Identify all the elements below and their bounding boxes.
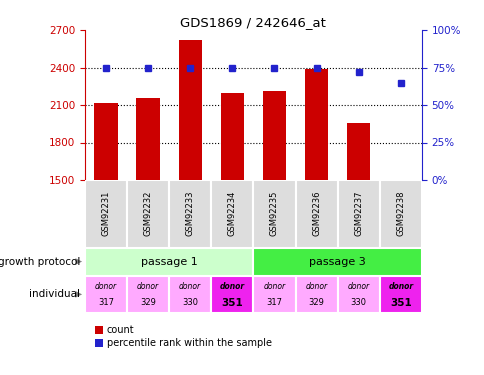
Bar — [379, 180, 421, 248]
Text: GSM92235: GSM92235 — [270, 191, 278, 237]
Text: GSM92233: GSM92233 — [185, 191, 194, 237]
Text: percentile rank within the sample: percentile rank within the sample — [106, 338, 271, 348]
Text: GSM92232: GSM92232 — [143, 191, 152, 237]
Text: donor: donor — [219, 282, 244, 291]
Bar — [127, 180, 169, 248]
Bar — [85, 276, 127, 313]
Text: passage 3: passage 3 — [309, 256, 365, 267]
Text: individual: individual — [29, 290, 80, 299]
Bar — [295, 276, 337, 313]
Text: growth protocol: growth protocol — [0, 256, 80, 267]
Text: donor: donor — [388, 282, 412, 291]
Bar — [211, 276, 253, 313]
Bar — [253, 180, 295, 248]
Text: donor: donor — [347, 282, 369, 291]
Bar — [295, 180, 337, 248]
Bar — [94, 102, 117, 180]
Bar — [379, 276, 421, 313]
Bar — [169, 276, 211, 313]
Text: GSM92234: GSM92234 — [227, 191, 236, 237]
Text: 317: 317 — [266, 298, 282, 307]
Bar — [337, 276, 379, 313]
Text: donor: donor — [263, 282, 285, 291]
Text: GSM92236: GSM92236 — [312, 191, 320, 237]
Text: 351: 351 — [221, 298, 242, 307]
Bar — [262, 91, 286, 180]
Text: 351: 351 — [389, 298, 411, 307]
Bar — [347, 123, 370, 180]
Bar — [127, 276, 169, 313]
Bar — [169, 180, 211, 248]
Text: donor: donor — [179, 282, 201, 291]
Text: 330: 330 — [350, 298, 366, 307]
Text: count: count — [106, 325, 134, 334]
Text: 329: 329 — [140, 298, 156, 307]
Text: 329: 329 — [308, 298, 324, 307]
Bar — [178, 40, 201, 180]
Bar — [85, 180, 127, 248]
Text: donor: donor — [305, 282, 327, 291]
Bar — [136, 98, 159, 180]
Title: GDS1869 / 242646_at: GDS1869 / 242646_at — [180, 16, 326, 29]
Text: donor: donor — [137, 282, 159, 291]
Bar — [337, 180, 379, 248]
Text: GSM92238: GSM92238 — [395, 191, 405, 237]
Text: 330: 330 — [182, 298, 198, 307]
Bar — [253, 248, 421, 276]
Text: GSM92237: GSM92237 — [353, 191, 363, 237]
Text: passage 1: passage 1 — [140, 256, 197, 267]
Bar — [304, 69, 328, 180]
Bar — [220, 93, 243, 180]
Bar — [211, 180, 253, 248]
Text: donor: donor — [95, 282, 117, 291]
Bar — [85, 248, 253, 276]
Text: GSM92231: GSM92231 — [101, 191, 110, 237]
Text: 317: 317 — [98, 298, 114, 307]
Bar — [253, 276, 295, 313]
